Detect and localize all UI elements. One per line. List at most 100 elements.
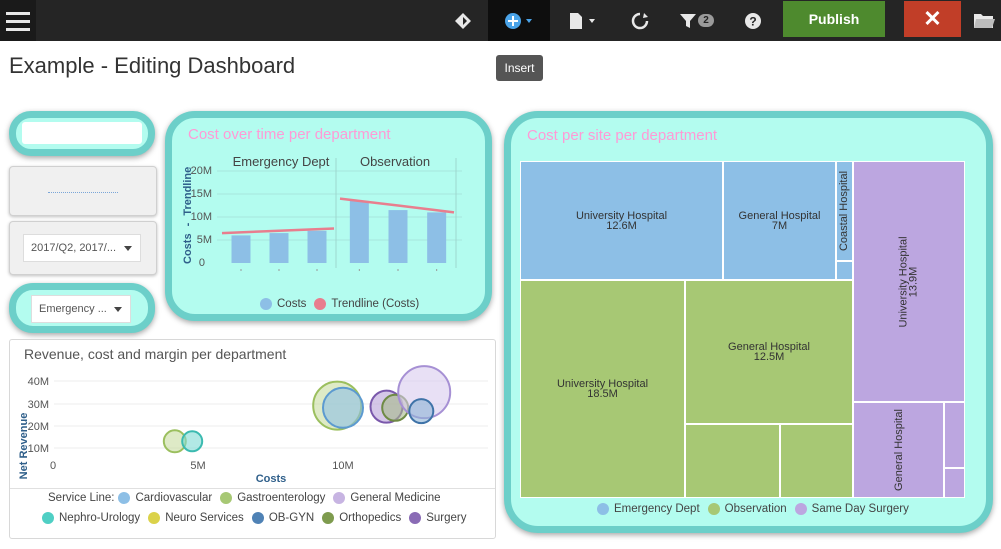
refresh-icon[interactable] — [620, 0, 660, 41]
chevron-down-icon — [114, 307, 122, 312]
legend-label-trendline: Trendline (Costs) — [331, 298, 420, 310]
treemap-tile-observation-university[interactable]: University Hospital 18.5M — [520, 280, 685, 498]
legend-swatch-cardiovascular — [118, 492, 131, 504]
bubble-point[interactable] — [322, 386, 364, 429]
panel-label-observation: Observation — [360, 154, 430, 169]
page-title: Example - Editing Dashboard — [9, 53, 296, 78]
service-line-legend-row1: Service Line: Cardiovascular Gastroenter… — [48, 492, 441, 504]
revenue-chart-title: Revenue, cost and margin per department — [24, 346, 287, 362]
period-select[interactable]: 2017/Q2, 2017/... — [23, 234, 141, 262]
filter-count-badge: 2 — [698, 14, 714, 27]
legend-label-cardiovascular: Cardiovascular — [135, 492, 213, 504]
legend-swatch-costs — [260, 298, 272, 310]
cost-bar[interactable] — [307, 230, 327, 263]
cost-over-time-legend: Costs Trendline (Costs) — [252, 298, 419, 310]
diamond-icon[interactable] — [441, 0, 485, 41]
filter-icon[interactable]: 2 — [672, 0, 722, 41]
legend-label-emergency: Emergency Dept — [614, 503, 700, 515]
y-tick-label: 10M — [191, 211, 212, 223]
revenue-chart: Net Revenue 40M 30M 20M 10M 0 5M 10M Cos… — [18, 365, 488, 485]
cost-bar[interactable] — [388, 210, 408, 263]
legend-swatch-orthopedics — [322, 512, 335, 524]
cost-bar[interactable] — [349, 200, 369, 263]
legend-label-observation: Observation — [724, 503, 787, 515]
department-select-value: Emergency ... — [39, 303, 107, 315]
y-tick-label: 20M — [28, 421, 49, 433]
department-select[interactable]: Emergency ... — [31, 295, 131, 323]
y-tick-label: 10M — [28, 443, 49, 455]
cost-bar[interactable] — [231, 235, 251, 263]
insert-tooltip: Insert — [496, 55, 543, 81]
legend-label-neuro-services: Neuro Services — [165, 512, 244, 524]
treemap-tile-observation-small-2[interactable] — [780, 424, 853, 498]
legend-label-orthopedics: Orthopedics — [339, 512, 402, 524]
treemap-tile-surgery-small-1[interactable] — [944, 402, 965, 468]
legend-label-surgery: Surgery — [426, 512, 467, 524]
legend-swatch-general-medicine — [333, 492, 346, 504]
treemap-tile-observation-general[interactable]: General Hospital 12.5M — [685, 280, 853, 424]
x-tick-label: 0 — [50, 460, 56, 472]
y-axis-label: Costs - Trendline — [182, 167, 194, 264]
y-tick-label: 40M — [28, 376, 49, 388]
chevron-down-icon — [124, 246, 132, 251]
treemap-tile-emergency-small[interactable] — [836, 261, 853, 280]
menu-icon[interactable] — [0, 0, 36, 41]
y-tick-label: 15M — [191, 188, 212, 200]
legend-swatch-same-day-surgery — [794, 503, 807, 515]
y-tick-label: 0 — [199, 257, 205, 269]
legend-swatch-surgery — [409, 512, 422, 524]
legend-label-ob-gyn: OB-GYN — [268, 512, 315, 524]
treemap-tile-emergency-coastal[interactable]: Coastal Hospital — [836, 161, 853, 261]
treemap-tile-emergency-general[interactable]: General Hospital 7M — [723, 161, 836, 280]
treemap-card[interactable]: Cost per site per department University … — [504, 111, 993, 533]
period-filter-card: 2017/Q2, 2017/... — [9, 221, 157, 275]
legend-swatch-observation — [707, 503, 720, 515]
legend-title: Service Line: — [48, 492, 115, 504]
cost-over-time-card[interactable]: Cost over time per department Costs - Tr… — [165, 111, 492, 321]
treemap-tile-emergency-university[interactable]: University Hospital 12.6M — [520, 161, 723, 280]
bubble-point[interactable] — [181, 430, 204, 453]
close-icon[interactable]: ✕ — [904, 1, 961, 37]
legend-label-gastroenterology: Gastroenterology — [237, 492, 326, 504]
service-line-legend-row2: Nephro-Urology Neuro Services OB-GYN Ort… — [34, 512, 466, 524]
x-tick-label: 10M — [332, 460, 353, 472]
legend-label-same-day-surgery: Same Day Surgery — [811, 503, 909, 515]
page-icon[interactable] — [557, 0, 607, 41]
y-axis-label: Net Revenue — [18, 413, 30, 480]
help-icon[interactable]: ? — [735, 0, 771, 41]
x-tick-label: 5M — [190, 460, 205, 472]
cost-over-time-chart: Costs - Trendline 20M 15M 10M 5M 0 Emerg… — [182, 154, 462, 271]
legend-divider — [10, 488, 495, 489]
filter-widget-thumbnail — [48, 189, 118, 193]
legend-swatch-neuro-services — [148, 512, 161, 524]
svg-text:?: ? — [749, 14, 756, 28]
publish-button[interactable]: Publish — [783, 1, 885, 37]
legend-swatch-emergency — [597, 503, 609, 515]
cost-bar[interactable] — [427, 212, 447, 263]
panel-label-emergency: Emergency Dept — [233, 154, 330, 169]
filter-widget-small[interactable] — [9, 111, 155, 156]
period-select-value: 2017/Q2, 2017/... — [31, 242, 117, 254]
legend-swatch-trendline — [314, 298, 327, 310]
legend-label-costs: Costs — [277, 298, 307, 310]
y-tick-label: 20M — [191, 165, 212, 177]
treemap-tile-observation-small-1[interactable] — [685, 424, 780, 498]
bubble-point[interactable] — [408, 398, 435, 425]
treemap-tile-surgery-general[interactable]: General Hospital — [853, 402, 944, 498]
y-tick-label: 5M — [197, 234, 212, 246]
legend-label-general-medicine: General Medicine — [350, 492, 441, 504]
legend-swatch-gastroenterology — [220, 492, 233, 504]
filter-widget-collapsed[interactable] — [9, 166, 157, 216]
folder-icon[interactable] — [966, 0, 1001, 41]
treemap-tile-surgery-university[interactable]: University Hospital 13.9M — [853, 161, 965, 402]
filter-widget-preview — [22, 122, 142, 144]
cost-bar[interactable] — [269, 233, 289, 263]
department-filter-card: Emergency ... — [9, 283, 155, 333]
cost-over-time-title: Cost over time per department — [188, 126, 391, 143]
treemap-tile-surgery-small-2[interactable] — [944, 468, 965, 498]
add-icon[interactable] — [488, 0, 550, 41]
revenue-chart-card[interactable]: Revenue, cost and margin per department … — [9, 339, 496, 539]
y-tick-label: 30M — [28, 399, 49, 411]
legend-label-nephro-urology: Nephro-Urology — [59, 512, 141, 524]
treemap-title: Cost per site per department — [527, 127, 718, 144]
